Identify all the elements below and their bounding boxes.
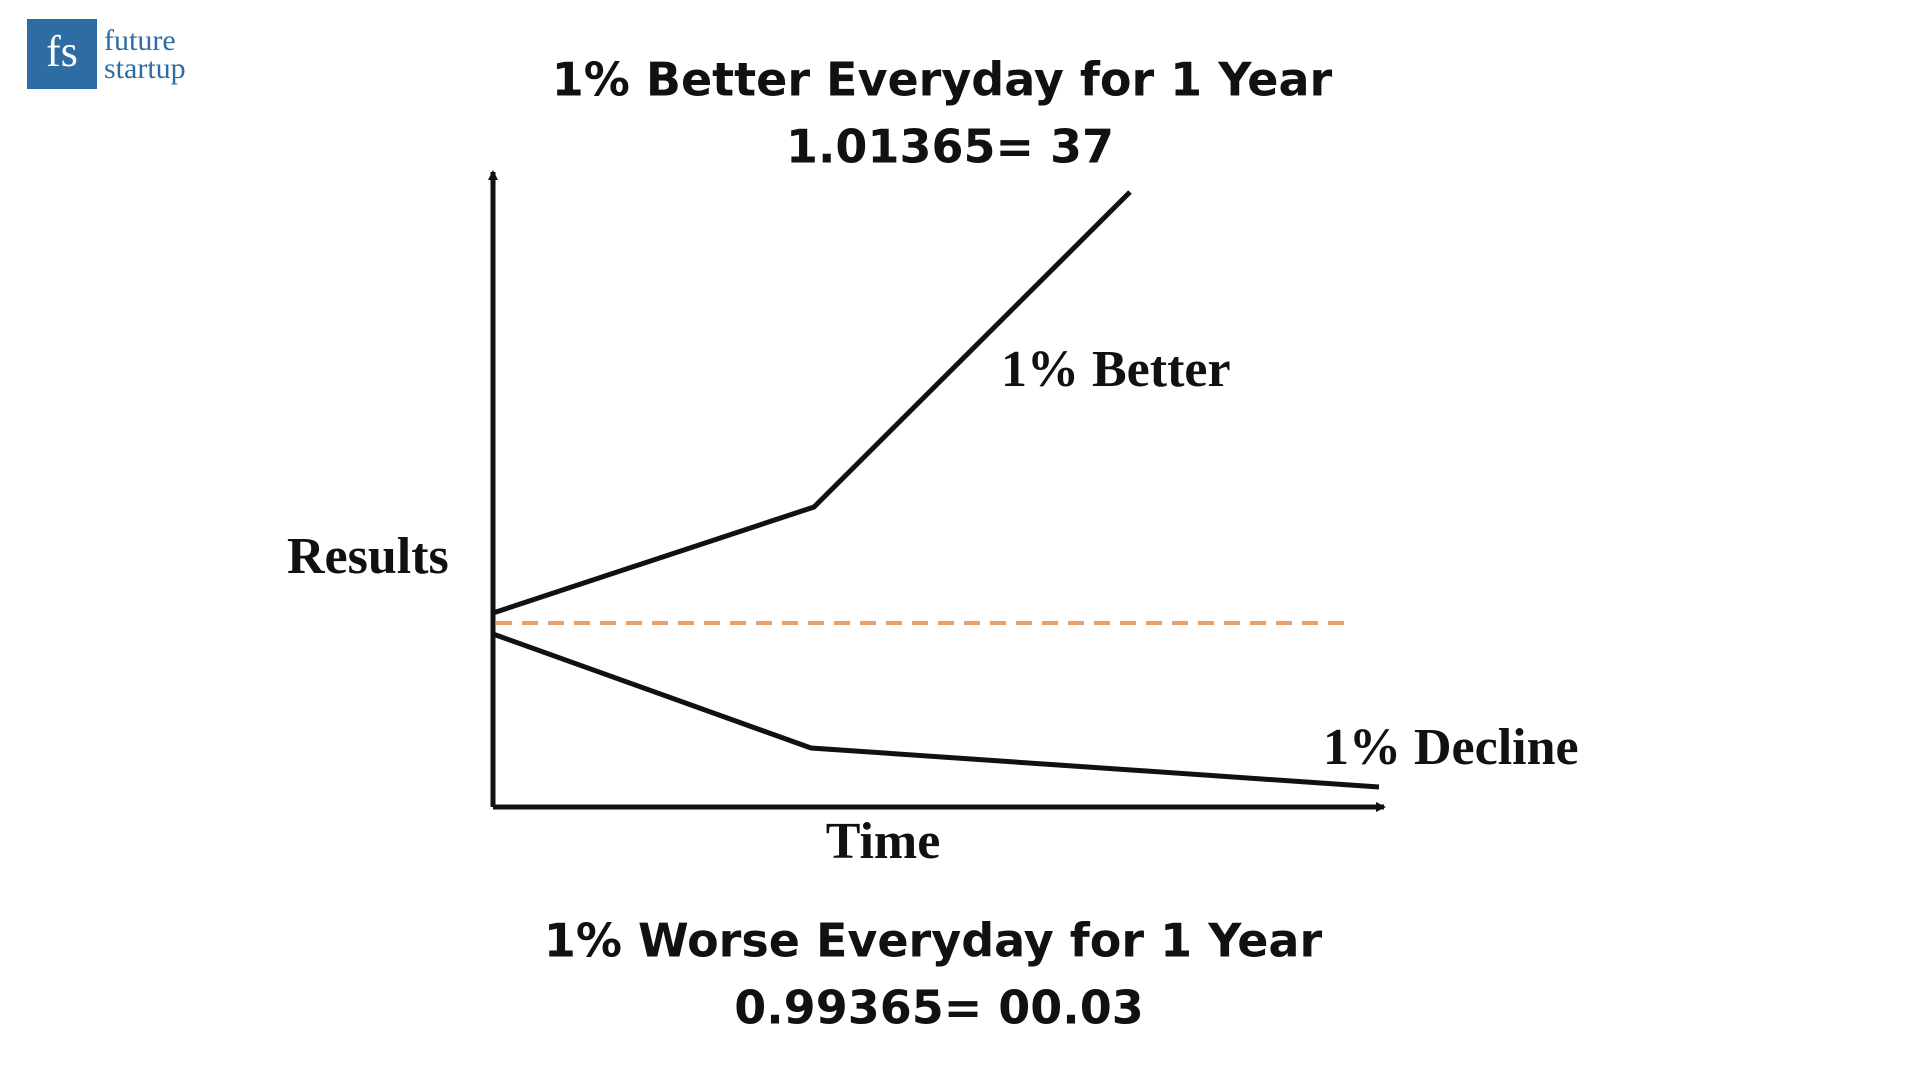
decline-line <box>492 631 1380 790</box>
bottom-formula: 0.99365= 00.03 <box>734 981 1144 1035</box>
x-axis-label: Time <box>826 813 941 870</box>
bottom-title: 1% Worse Everyday for 1 Year <box>544 914 1323 968</box>
decline-label: 1% Decline <box>1323 719 1579 776</box>
top-title: 1% Better Everyday for 1 Year <box>552 53 1333 107</box>
better-label: 1% Better <box>1001 341 1231 398</box>
logo-mark: fs <box>46 27 78 76</box>
logo-box <box>27 19 97 89</box>
top-formula: 1.01365= 37 <box>786 120 1114 174</box>
y-axis-label: Results <box>287 528 449 585</box>
better-line <box>492 190 1132 616</box>
logo-text: future <box>104 24 176 57</box>
logo-text: startup <box>104 52 186 85</box>
